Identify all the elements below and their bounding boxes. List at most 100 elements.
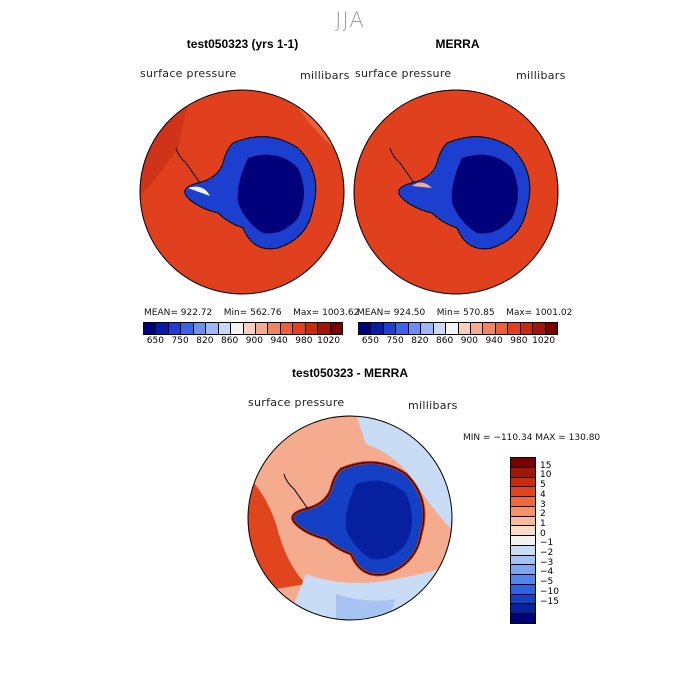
colorbar-swatch	[508, 323, 521, 334]
colorbar-tick-label: 940	[270, 336, 288, 346]
min-label-obs: Min=	[436, 308, 461, 318]
colorbar-swatch	[511, 506, 535, 517]
colorbar-swatch	[181, 323, 194, 334]
colorbar-tick-label: 1020	[317, 336, 341, 346]
colorbar-swatch	[545, 323, 557, 334]
colorbar-swatch	[280, 323, 294, 334]
colorbar-swatch	[511, 555, 535, 566]
colorbar-tick-label: 5	[540, 480, 546, 491]
colorbar-swatch	[330, 323, 342, 334]
variable-label-diff: surface pressure	[248, 396, 345, 409]
colorbar-swatch	[511, 575, 535, 585]
mean-label-obs: MEAN=	[357, 308, 391, 318]
colorbar-swatch	[511, 584, 535, 595]
colorbar-tick-label: −10	[540, 586, 559, 597]
colorbar-swatch	[408, 323, 422, 334]
colorbar-tick-label: −2	[540, 548, 554, 559]
max-value-model: 1003.62	[322, 308, 360, 318]
colorbar-swatch	[511, 516, 535, 527]
colorbar-tick-label: 980	[295, 336, 313, 346]
colorbar-tick-label: 4	[540, 489, 546, 500]
panel-title-obs: MERRA	[435, 37, 480, 51]
colorbar-tick-label: 860	[221, 336, 239, 346]
min-value-model: 562.76	[250, 308, 282, 318]
colorbar-ticks-obs: 650 750 820 860 900 940 980 1020	[358, 336, 556, 346]
colorbar-tick-label: −3	[540, 557, 554, 568]
colorbar-tick-label: 900	[245, 336, 263, 346]
colorbar-swatch	[511, 594, 535, 605]
diff-minmax: MIN = −110.34 MAX = 130.80	[463, 433, 601, 443]
polar-map-obs	[353, 89, 559, 295]
colorbar-tick-label: −5	[540, 577, 554, 588]
colorbar-swatch	[218, 323, 232, 334]
colorbar-swatch	[359, 323, 372, 334]
colorbar-tick-label: 650	[146, 336, 164, 346]
colorbar-swatch	[243, 323, 256, 334]
colorbar-tick-label: 3	[540, 499, 546, 510]
colorbar-tick-label: 820	[411, 336, 429, 346]
colorbar-swatch	[511, 487, 535, 498]
stats-obs: MEAN= 924.50 Min= 570.85 Max= 1001.02	[357, 308, 572, 318]
colorbar-swatch	[293, 323, 306, 334]
variable-label-model: surface pressure	[140, 67, 237, 80]
colorbar-swatch	[511, 497, 535, 507]
colorbar-swatch	[511, 604, 535, 615]
colorbar-swatch	[193, 323, 207, 334]
colorbar-swatch	[433, 323, 447, 334]
colorbar-swatch	[144, 323, 157, 334]
colorbar-tick-label: 750	[386, 336, 404, 346]
polar-map-difference	[247, 415, 453, 621]
colorbar-swatch	[511, 467, 535, 478]
colorbar-difference	[510, 457, 536, 624]
mean-value-model: 922.72	[180, 308, 213, 318]
colorbar-tick-label: 0	[540, 528, 546, 539]
colorbar-swatch	[396, 323, 409, 334]
mean-label-model: MEAN=	[144, 308, 178, 318]
variable-label-obs: surface pressure	[355, 67, 452, 80]
colorbar-swatch	[371, 323, 384, 334]
colorbar-swatch	[533, 323, 546, 334]
main-title: JJA	[335, 8, 365, 32]
colorbar-swatch	[520, 323, 534, 334]
colorbar-tick-label: 10	[540, 470, 552, 481]
colorbar-swatch	[458, 323, 471, 334]
polar-map-model	[139, 89, 345, 295]
colorbar-swatch	[511, 565, 535, 576]
colorbar-swatch	[511, 536, 535, 546]
max-value-obs: 1001.02	[535, 308, 573, 318]
colorbar-swatch	[421, 323, 434, 334]
colorbar-swatch	[305, 323, 319, 334]
colorbar-swatch	[511, 545, 535, 556]
colorbar-model	[143, 322, 343, 335]
colorbar-swatch	[168, 323, 182, 334]
colorbar-tick-label: 860	[436, 336, 454, 346]
units-label-obs: millibars	[516, 69, 566, 82]
colorbar-swatch	[156, 323, 169, 334]
colorbar-tick-label: −1	[540, 538, 554, 549]
colorbar-tick-label: 2	[540, 509, 546, 520]
panel-title-model: test050323 (yrs 1-1)	[186, 37, 299, 51]
colorbar-tick-label: −4	[540, 567, 554, 578]
min-value-obs: 570.85	[463, 308, 495, 318]
colorbar-tick-label: 650	[361, 336, 379, 346]
units-label-diff: millibars	[408, 399, 458, 412]
mean-value-obs: 924.50	[393, 308, 426, 318]
max-label-obs: Max=	[506, 308, 533, 318]
colorbar-tick-label: 900	[460, 336, 478, 346]
colorbar-swatch	[446, 323, 459, 334]
colorbar-swatch	[206, 323, 219, 334]
difference-title: test050323 - MERRA	[291, 366, 409, 380]
colorbar-swatch	[255, 323, 269, 334]
colorbar-swatch	[470, 323, 484, 334]
colorbar-swatch	[495, 323, 509, 334]
colorbar-swatch	[268, 323, 281, 334]
colorbar-swatch	[511, 526, 535, 537]
colorbar-tick-label: 1	[540, 518, 546, 529]
colorbar-swatch	[318, 323, 331, 334]
units-label-model: millibars	[300, 69, 350, 82]
colorbar-tick-label: 1020	[532, 336, 556, 346]
colorbar-swatch	[483, 323, 496, 334]
colorbar-tick-label: 980	[510, 336, 528, 346]
colorbar-tick-label: 940	[485, 336, 503, 346]
colorbar-swatch	[511, 614, 535, 624]
